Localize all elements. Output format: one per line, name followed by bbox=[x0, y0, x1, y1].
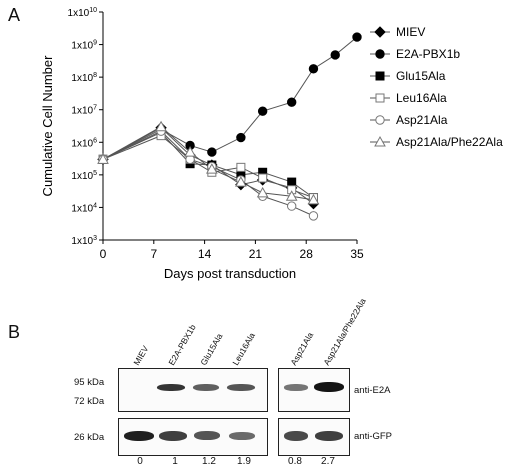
e2a-blot-left bbox=[118, 368, 268, 412]
e2a-band-lane-1 bbox=[157, 384, 185, 391]
e2a-band-lane-4 bbox=[284, 384, 308, 391]
series-3-point bbox=[258, 173, 268, 183]
y-axis-label: Cumulative Cell Number bbox=[40, 55, 55, 197]
series-5-point bbox=[307, 193, 320, 205]
series-5-point bbox=[97, 153, 109, 164]
legend-marker bbox=[375, 49, 385, 59]
legend-label: Asp21Ala bbox=[396, 113, 448, 127]
series-1-point bbox=[286, 97, 297, 107]
legend-marker bbox=[374, 26, 386, 38]
legend-label: MIEV bbox=[396, 25, 425, 39]
e2a-band-lane-5 bbox=[314, 382, 344, 392]
legend-marker bbox=[375, 93, 385, 103]
x-tick-label: 14 bbox=[198, 247, 212, 261]
y-tick-label: 1x105 bbox=[71, 170, 97, 182]
series-5-point bbox=[235, 176, 247, 187]
gfp-blot-left bbox=[118, 418, 268, 456]
series-1-point bbox=[207, 147, 217, 157]
series-1-point bbox=[308, 64, 319, 74]
x-tick-label: 0 bbox=[100, 247, 107, 261]
y-tick-label: 1x107 bbox=[71, 105, 97, 117]
marker-72kda: 72 kDa bbox=[74, 396, 105, 407]
gfp-band-lane-2 bbox=[194, 431, 220, 440]
legend-marker bbox=[375, 71, 385, 81]
x-tick-label: 21 bbox=[249, 247, 263, 261]
series-1-point bbox=[352, 32, 362, 42]
y-tick-label: 1x109 bbox=[71, 40, 97, 52]
series-4-point bbox=[286, 201, 297, 211]
x-axis-label: Days post transduction bbox=[164, 266, 296, 281]
lane-label-miev: MIEV bbox=[131, 344, 151, 367]
x-tick-label: 28 bbox=[300, 247, 314, 261]
y-tick-label: 1x103 bbox=[71, 235, 97, 247]
series-2-point bbox=[287, 177, 297, 187]
quant-lane-4: 0.8 bbox=[288, 456, 302, 467]
panel-a-label: A bbox=[8, 5, 21, 25]
legend-marker bbox=[374, 135, 386, 147]
y-tick-label: 1x104 bbox=[71, 202, 97, 214]
quant-lane-0: 0 bbox=[137, 456, 143, 467]
quant-lane-5: 2.7 bbox=[321, 456, 335, 467]
series-5-point bbox=[206, 163, 218, 174]
series-1-point bbox=[257, 106, 268, 116]
series-4-point bbox=[308, 211, 319, 221]
antibody-label-e2a: anti-E2A bbox=[354, 385, 391, 396]
series-5-point bbox=[285, 190, 298, 201]
series-1-point bbox=[330, 50, 340, 60]
y-tick-label: 1x106 bbox=[71, 137, 97, 149]
y-tick-label: 1x1010 bbox=[68, 7, 98, 19]
gfp-band-lane-5 bbox=[315, 431, 343, 441]
legend-marker bbox=[375, 115, 385, 125]
series-5-point bbox=[256, 186, 269, 198]
gfp-band-lane-0 bbox=[124, 431, 154, 441]
legend-label: Asp21Ala/Phe22Ala bbox=[396, 135, 503, 149]
lane-label-e2a-pbx1b: E2A-PBX1b bbox=[166, 322, 198, 367]
gfp-band-lane-3 bbox=[229, 432, 255, 440]
quant-lane-3: 1.9 bbox=[237, 456, 251, 467]
panel-b-label: B bbox=[8, 322, 21, 342]
marker-26kda: 26 kDa bbox=[74, 432, 105, 443]
quant-lane-1: 1 bbox=[172, 456, 178, 467]
legend-label: Glu15Ala bbox=[396, 69, 446, 83]
x-tick-label: 7 bbox=[150, 247, 157, 261]
series-line-4 bbox=[102, 130, 314, 217]
legend-label: Leu16Ala bbox=[396, 91, 447, 105]
series-1-point bbox=[236, 132, 246, 143]
quant-lane-2: 1.2 bbox=[202, 456, 216, 467]
lane-label-asp21ala-phe22ala: Asp21Ala/Phe22Ala bbox=[321, 296, 368, 367]
e2a-blot-right bbox=[278, 368, 350, 412]
gfp-band-lane-1 bbox=[159, 431, 187, 441]
lane-label-asp21ala: Asp21Ala bbox=[288, 330, 316, 367]
series-3-point bbox=[236, 162, 246, 172]
lane-label-leu16ala: Leu16Ala bbox=[230, 330, 257, 367]
lane-label-glu15ala: Glu15Ala bbox=[198, 331, 225, 367]
gfp-blot-right bbox=[278, 418, 350, 456]
x-tick-label: 35 bbox=[350, 247, 364, 261]
legend-label: E2A-PBX1b bbox=[396, 47, 460, 61]
e2a-band-lane-2 bbox=[193, 384, 219, 391]
series-line-1 bbox=[102, 36, 358, 160]
series-5-point bbox=[184, 146, 196, 157]
antibody-label-gfp: anti-GFP bbox=[354, 431, 393, 442]
e2a-band-lane-3 bbox=[227, 384, 255, 391]
series-5-point bbox=[155, 120, 167, 132]
marker-95kda: 95 kDa bbox=[74, 377, 105, 388]
y-tick-label: 1x108 bbox=[71, 72, 97, 84]
growth-chart: 1x103 1x104 1x105 1x106 1x107 1x108 1x109 1x101… bbox=[40, 7, 503, 281]
gfp-band-lane-4 bbox=[284, 431, 308, 441]
